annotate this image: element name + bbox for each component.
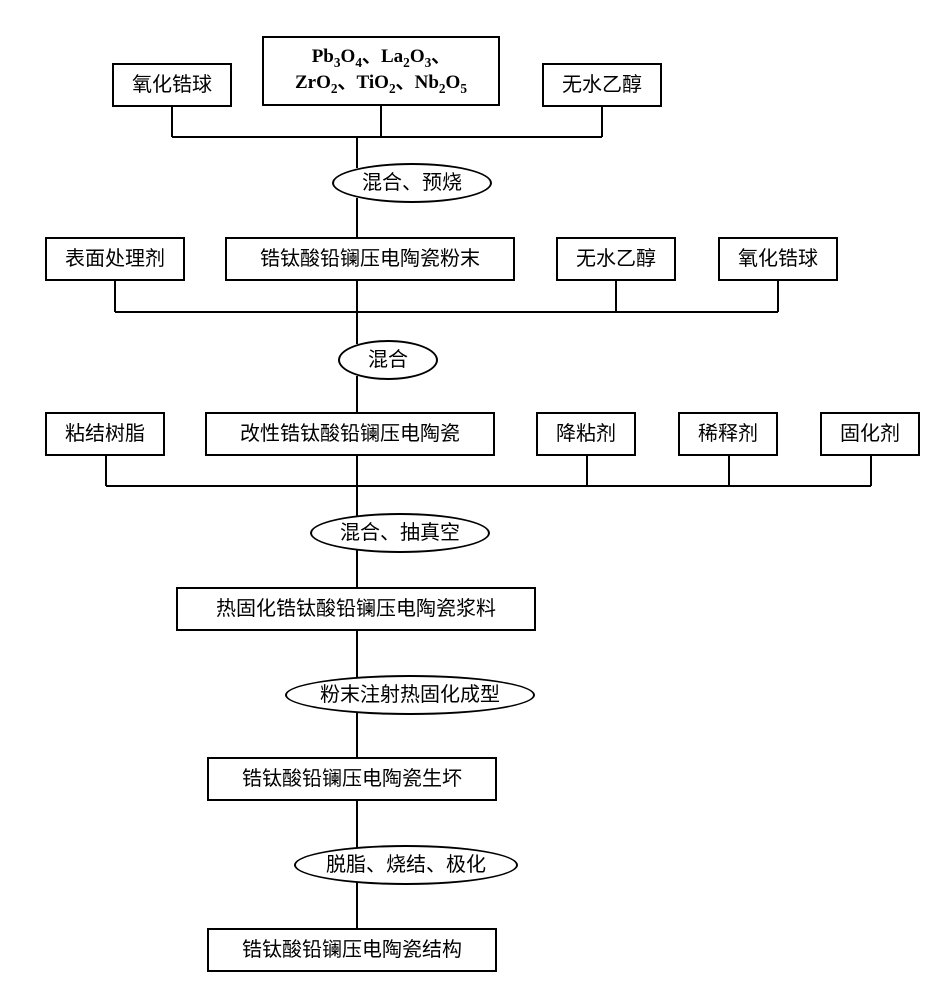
node-input-ethanol-2: 无水乙醇 <box>556 237 676 281</box>
node-label: 氧化锆球 <box>132 72 212 98</box>
step-mix: 混合 <box>338 340 438 380</box>
node-viscosity-reducer: 降粘剂 <box>536 412 636 456</box>
node-label: 固化剂 <box>840 421 900 447</box>
node-label: 表面处理剂 <box>65 246 165 272</box>
node-binder-resin: 粘结树脂 <box>45 412 165 456</box>
node-label: 锆钛酸铅镧压电陶瓷粉末 <box>260 246 480 272</box>
node-label: 氧化锆球 <box>738 246 818 272</box>
node-label: 稀释剂 <box>698 421 758 447</box>
node-label: 无水乙醇 <box>576 246 656 272</box>
node-label: Pb3O4、La2O3、ZrO2、TiO2、Nb2O5 <box>295 45 467 97</box>
step-injection-molding: 粉末注射热固化成型 <box>285 675 535 715</box>
node-modified-plzt: 改性锆钛酸铅镧压电陶瓷 <box>205 412 495 456</box>
step-label: 混合、抽真空 <box>340 522 460 544</box>
node-label: 改性锆钛酸铅镧压电陶瓷 <box>240 421 460 447</box>
step-mix-presinter: 混合、预烧 <box>332 163 492 203</box>
step-debind-sinter-pole: 脱脂、烧结、极化 <box>294 845 518 885</box>
node-label: 锆钛酸铅镧压电陶瓷生坏 <box>242 766 462 792</box>
node-green-body: 锆钛酸铅镧压电陶瓷生坏 <box>207 757 497 801</box>
node-plzt-structure: 锆钛酸铅镧压电陶瓷结构 <box>207 928 497 972</box>
node-curing-agent: 固化剂 <box>820 412 920 456</box>
node-input-zirconia-balls-1: 氧化锆球 <box>112 63 232 107</box>
node-label: 无水乙醇 <box>562 72 642 98</box>
node-thermoset-slurry: 热固化锆钛酸铅镧压电陶瓷浆料 <box>176 587 536 631</box>
node-label: 降粘剂 <box>556 421 616 447</box>
node-input-ethanol-1: 无水乙醇 <box>542 63 662 107</box>
step-label: 混合 <box>368 349 408 371</box>
node-input-zirconia-balls-2: 氧化锆球 <box>718 237 838 281</box>
node-surface-treatment: 表面处理剂 <box>45 237 185 281</box>
step-label: 脱脂、烧结、极化 <box>326 854 486 876</box>
node-label: 锆钛酸铅镧压电陶瓷结构 <box>242 937 462 963</box>
node-label: 粘结树脂 <box>65 421 145 447</box>
node-label: 热固化锆钛酸铅镧压电陶瓷浆料 <box>216 596 496 622</box>
step-label: 混合、预烧 <box>362 172 462 194</box>
node-input-oxides: Pb3O4、La2O3、ZrO2、TiO2、Nb2O5 <box>262 36 500 106</box>
step-label: 粉末注射热固化成型 <box>320 684 500 706</box>
node-diluent: 稀释剂 <box>678 412 778 456</box>
step-mix-vacuum: 混合、抽真空 <box>310 513 490 553</box>
node-plzt-powder: 锆钛酸铅镧压电陶瓷粉末 <box>225 237 515 281</box>
